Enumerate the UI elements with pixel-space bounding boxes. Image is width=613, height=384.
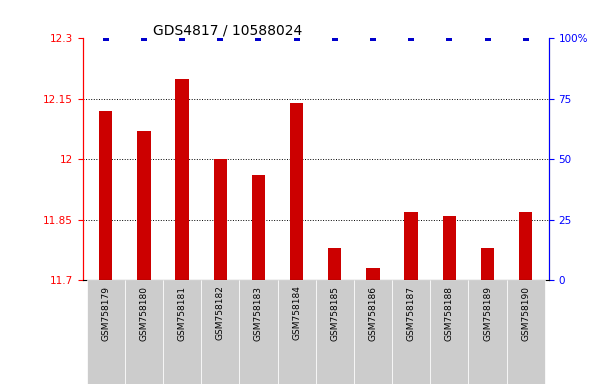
Text: GSM758182: GSM758182: [216, 286, 225, 340]
Bar: [354, 280, 392, 384]
Bar: [481, 248, 494, 280]
Bar: [175, 79, 189, 280]
Point: [101, 35, 110, 41]
Text: GSM758184: GSM758184: [292, 286, 301, 340]
Text: GDS4817 / 10588024: GDS4817 / 10588024: [153, 23, 302, 37]
Bar: [392, 280, 430, 384]
Point: [215, 35, 225, 41]
Point: [368, 35, 378, 41]
Text: GSM758183: GSM758183: [254, 286, 263, 341]
Bar: [201, 280, 239, 384]
Point: [482, 35, 492, 41]
Point: [406, 35, 416, 41]
Bar: [328, 248, 341, 280]
Bar: [213, 159, 227, 280]
Point: [254, 35, 264, 41]
Point: [139, 35, 149, 41]
Bar: [290, 103, 303, 280]
Bar: [278, 280, 316, 384]
Bar: [405, 212, 418, 280]
Text: GSM758188: GSM758188: [445, 286, 454, 341]
Text: GSM758180: GSM758180: [139, 286, 148, 341]
Bar: [252, 175, 265, 280]
Bar: [239, 280, 278, 384]
Text: GSM758189: GSM758189: [483, 286, 492, 341]
Bar: [506, 280, 545, 384]
Point: [444, 35, 454, 41]
Text: GSM758186: GSM758186: [368, 286, 378, 341]
Bar: [86, 280, 125, 384]
Bar: [125, 280, 163, 384]
Bar: [163, 280, 201, 384]
Bar: [519, 212, 533, 280]
Bar: [430, 280, 468, 384]
Bar: [468, 280, 506, 384]
Bar: [443, 216, 456, 280]
Point: [177, 35, 187, 41]
Point: [330, 35, 340, 41]
Point: [292, 35, 302, 41]
Text: GSM758181: GSM758181: [178, 286, 186, 341]
Bar: [137, 131, 151, 280]
Bar: [316, 280, 354, 384]
Bar: [367, 268, 379, 280]
Bar: [99, 111, 112, 280]
Point: [521, 35, 531, 41]
Text: GSM758179: GSM758179: [101, 286, 110, 341]
Text: GSM758190: GSM758190: [521, 286, 530, 341]
Text: GSM758187: GSM758187: [406, 286, 416, 341]
Text: GSM758185: GSM758185: [330, 286, 339, 341]
